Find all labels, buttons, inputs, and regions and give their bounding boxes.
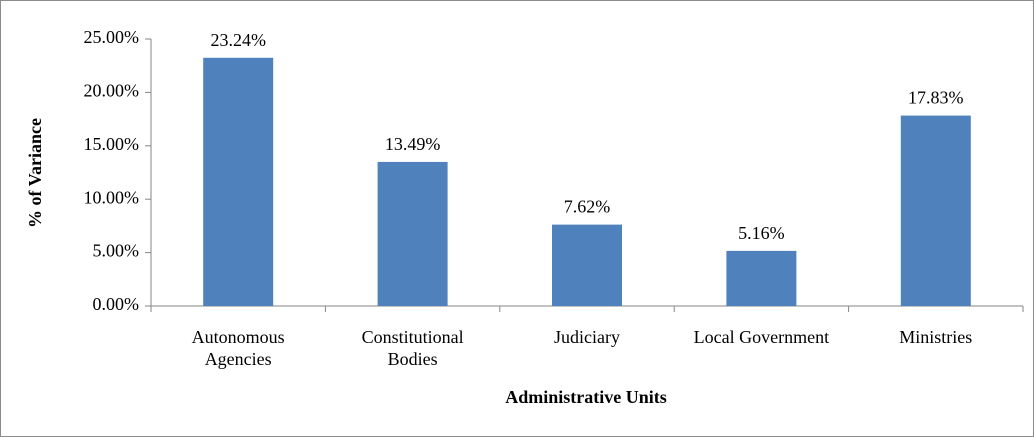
y-tick-label: 15.00% bbox=[84, 134, 140, 154]
bar bbox=[203, 57, 274, 306]
data-label: 23.24% bbox=[210, 30, 266, 50]
bar bbox=[377, 161, 448, 306]
bar bbox=[900, 115, 971, 307]
bar bbox=[726, 250, 797, 306]
y-tick-label: 5.00% bbox=[93, 241, 140, 261]
y-tick-label: 10.00% bbox=[84, 187, 140, 207]
y-tick-label: 20.00% bbox=[84, 81, 140, 101]
x-tick-label: Constitutional Bodies bbox=[361, 327, 464, 369]
x-tick-label: Local Government bbox=[693, 327, 830, 347]
bar bbox=[552, 224, 622, 306]
data-label: 7.62% bbox=[564, 197, 611, 217]
x-tick-label: Ministries bbox=[899, 327, 973, 347]
data-label: 13.49% bbox=[385, 134, 441, 154]
data-label: 5.16% bbox=[738, 223, 785, 243]
y-tick-label: 0.00% bbox=[93, 294, 140, 314]
x-tick-label: Autonomous Agencies bbox=[191, 327, 285, 369]
y-axis-title: % of Variance bbox=[25, 118, 45, 228]
y-tick-label: 25.00% bbox=[84, 27, 140, 47]
x-tick-label: Judiciary bbox=[554, 327, 620, 347]
x-axis-title: Administrative Units bbox=[505, 387, 667, 407]
data-label: 17.83% bbox=[908, 88, 964, 108]
